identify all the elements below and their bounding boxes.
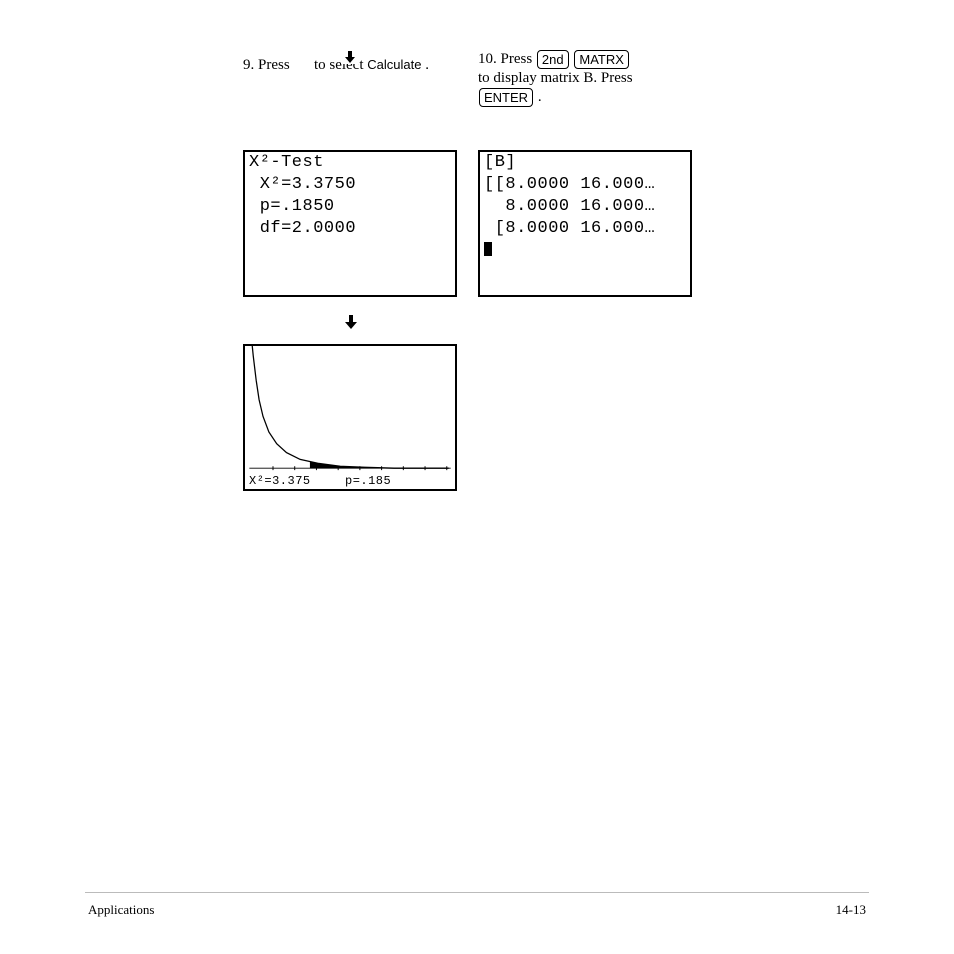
screen-chi-plot: X²=3.375 p=.185 (243, 344, 457, 491)
down-arrow-icon (343, 50, 357, 64)
plot-p-label: p=.185 (345, 474, 391, 488)
step10-line2: to display matrix B. Press (478, 70, 778, 87)
plot-x2-label: X²=3.375 (249, 474, 311, 488)
step10-line3: ENTER . (478, 88, 542, 107)
mat-line3: 8.0000 16.000… (480, 196, 690, 218)
chi-line3: p=.1850 (245, 196, 455, 218)
mat-line1: [B] (480, 152, 690, 174)
flow-down-arrow (343, 314, 359, 330)
mat-cursor-row (480, 240, 690, 258)
mat-line2: [[8.0000 16.000… (480, 174, 690, 196)
key-2nd: 2nd (537, 50, 569, 69)
chi-plot-svg (245, 346, 455, 476)
footer-rule (85, 892, 869, 893)
step9-prefix: 9. Press (243, 57, 293, 73)
footer-left: Applications (88, 902, 154, 918)
chi-line1: X²-Test (245, 152, 455, 174)
cursor-icon (484, 242, 492, 256)
step10-prefix: 10. Press (478, 51, 536, 67)
screen-chi-test: X²-Test X²=3.3750 p=.1850 df=2.0000 (243, 150, 457, 297)
footer-right: 14-13 (836, 902, 866, 918)
chi-curve (251, 346, 448, 468)
step9-calc-label: Calculate (367, 57, 421, 72)
down-arrow-icon (343, 314, 359, 330)
screen-matrix-b: [B] [[8.0000 16.000… 8.0000 16.000… [8.0… (478, 150, 692, 297)
step9-arrow-overlay (341, 50, 359, 64)
key-matrx: MATRX (574, 50, 629, 69)
key-enter: ENTER (479, 88, 533, 107)
step10-text: 10. Press 2nd MATRX to display matrix B.… (478, 50, 738, 69)
step10-mid2: to display matrix B. Press (478, 70, 633, 86)
chi-line4: df=2.0000 (245, 218, 455, 240)
mat-line4: [8.0000 16.000… (480, 218, 690, 240)
step9-end: . (425, 57, 429, 73)
chi-line2: X²=3.3750 (245, 174, 455, 196)
step9-text: 9. Press ➔ to select Calculate . (243, 50, 429, 75)
step10-end: . (538, 89, 542, 105)
